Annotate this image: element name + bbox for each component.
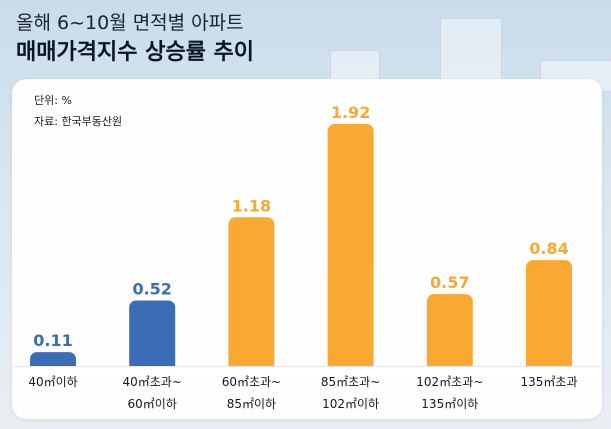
category-label: 102㎡이하 (322, 397, 379, 411)
chart-title-line2: 매매가격지수 상승률 추이 (16, 40, 254, 65)
category-label: 60㎡이하 (128, 397, 177, 411)
baseline-mask (12, 367, 602, 375)
source-label: 자료: 한국부동산원 (34, 115, 123, 128)
background-building (440, 18, 502, 90)
category-label: 60㎡초과~ (222, 375, 281, 389)
bar-chart: 0.11 40㎡이하 0.52 40㎡초과~ 60㎡이하 1.18 60㎡초과~ 85㎡이하 1… (12, 102, 602, 411)
baseline (12, 366, 602, 367)
category-label: 40㎡초과~ (122, 375, 181, 389)
unit-label: 단위: % (34, 94, 72, 107)
category-label: 85㎡초과~ (321, 375, 380, 389)
data-label: 0.52 (132, 279, 171, 298)
bar (526, 260, 572, 372)
data-label: 1.92 (331, 103, 370, 122)
category-label: 135㎡이하 (421, 397, 478, 411)
category-label: 135㎡초과 (521, 375, 578, 389)
category-label: 40㎡이하 (28, 375, 77, 389)
data-label: 1.18 (232, 196, 271, 215)
data-label: 0.84 (529, 239, 568, 258)
bar (228, 217, 275, 372)
bar (129, 300, 176, 372)
chart-title-line1: 올해 6~10월 면적별 아파트 (16, 12, 244, 34)
category-label: 85㎡이하 (227, 397, 276, 411)
category-label: 102㎡초과~ (416, 375, 483, 389)
chart-card: 단위: % 자료: 한국부동산원 0.11 40㎡이하 0.52 40㎡초과~ 60㎡이… (12, 79, 602, 419)
data-label: 0.11 (33, 331, 72, 350)
bar (327, 124, 374, 372)
data-label: 0.57 (430, 273, 469, 292)
bar (426, 294, 473, 372)
